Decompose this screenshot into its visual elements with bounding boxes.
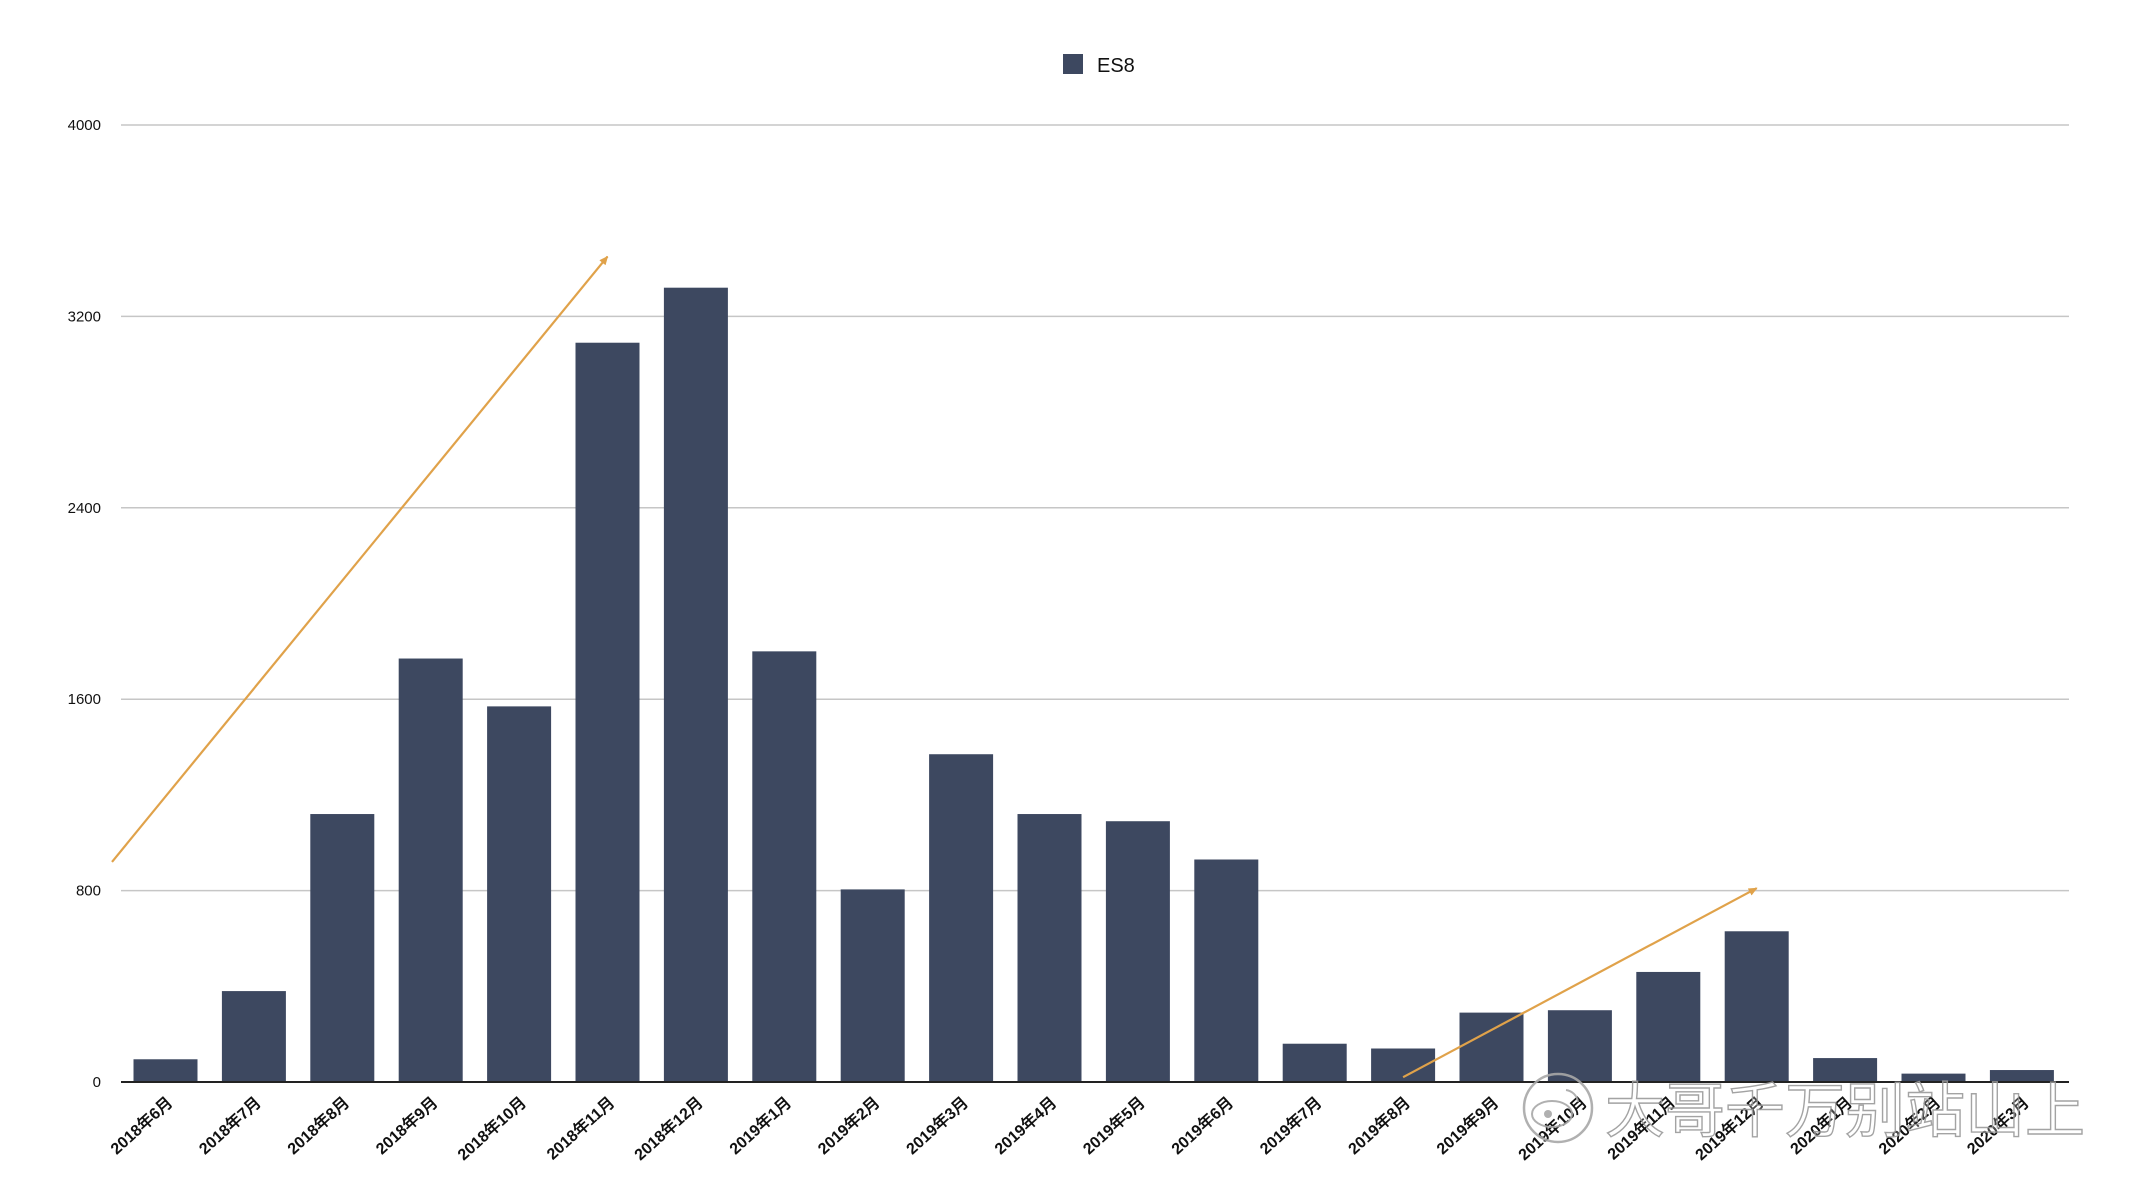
y-tick-label-2400: 2400 (68, 500, 101, 517)
x-tick-label-2018年9月: 2018年9月 (372, 1093, 442, 1158)
x-tick-label-2019年10月: 2019年10月 (1514, 1093, 1590, 1164)
bar-2019年5月 (1105, 821, 1170, 1082)
watermark: 大哥千万别站山上 (1522, 1072, 2086, 1148)
x-tick-label-2019年7月: 2019年7月 (1256, 1093, 1326, 1158)
x-tick-label-2019年6月: 2019年6月 (1167, 1093, 1237, 1158)
bar-2018年7月 (221, 991, 286, 1082)
bar-2018年12月 (663, 287, 728, 1082)
bar-2018年6月 (133, 1059, 198, 1082)
y-tick-label-1600: 1600 (68, 691, 101, 708)
bar-2019年11月 (1636, 971, 1701, 1082)
legend-label-es8: ES8 (1097, 55, 1135, 77)
x-tick-label-2018年11月: 2018年11月 (543, 1093, 619, 1164)
bar-2020年3月 (1989, 1070, 2054, 1082)
bar-2020年2月 (1901, 1073, 1966, 1082)
y-tick-label-3200: 3200 (68, 308, 101, 325)
bar-2019年1月 (752, 651, 817, 1082)
x-tick-label-2018年7月: 2018年7月 (195, 1093, 265, 1158)
x-tick-label-2019年4月: 2019年4月 (991, 1093, 1061, 1158)
x-tick-label-2019年3月: 2019年3月 (902, 1093, 972, 1158)
x-tick-label-2019年8月: 2019年8月 (1344, 1093, 1414, 1158)
bar-2018年9月 (398, 658, 463, 1082)
y-tick-label-800: 800 (76, 883, 101, 900)
bar-2020年1月 (1813, 1058, 1878, 1082)
bar-2018年11月 (575, 342, 640, 1082)
x-tick-label-2019年9月: 2019年9月 (1433, 1093, 1503, 1158)
bar-2019年7月 (1282, 1043, 1347, 1082)
y-tick-label-0: 0 (93, 1074, 101, 1091)
x-tick-label-2018年8月: 2018年8月 (283, 1093, 353, 1158)
x-tick-label-2018年10月: 2018年10月 (454, 1093, 530, 1164)
bar-2018年10月 (487, 706, 552, 1082)
x-tick-label-2019年2月: 2019年2月 (814, 1093, 884, 1158)
trend-arrows (111, 255, 1758, 1079)
bar-2019年3月 (929, 754, 994, 1082)
bar-2019年12月 (1724, 931, 1789, 1082)
bar-2019年6月 (1194, 859, 1259, 1082)
watermark-text: 大哥千万别站山上 (1605, 1077, 2085, 1147)
y-axis-tick-labels: 0 800 1600 2400 3200 4000 (68, 117, 101, 1091)
bar-2018年8月 (310, 814, 375, 1082)
legend: ES8 (1063, 54, 1135, 77)
weibo-logo-icon (1522, 1072, 1594, 1144)
trend-arrow-2 (1402, 887, 1758, 1079)
legend-swatch-es8 (1063, 54, 1083, 74)
bar-2019年2月 (840, 889, 905, 1082)
y-tick-label-4000: 4000 (68, 117, 101, 134)
x-tick-label-2019年5月: 2019年5月 (1079, 1093, 1149, 1158)
x-tick-label-2018年6月: 2018年6月 (107, 1093, 177, 1158)
bar-2019年9月 (1459, 1012, 1524, 1082)
x-tick-label-2018年12月: 2018年12月 (630, 1093, 706, 1164)
trend-arrow-1 (111, 255, 609, 863)
bar-2019年4月 (1017, 814, 1082, 1082)
bar-2019年10月 (1547, 1010, 1612, 1082)
x-tick-label-2019年1月: 2019年1月 (725, 1093, 795, 1158)
bar-series-es8 (133, 287, 2054, 1082)
